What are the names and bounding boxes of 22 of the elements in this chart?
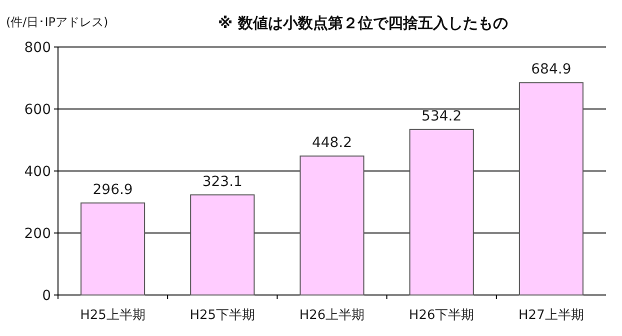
bar [190, 194, 255, 296]
y-tick-label: 800 [24, 40, 51, 56]
data-label: 534.2 [422, 108, 462, 124]
y-tick-label: 200 [24, 226, 51, 242]
y-tick-label: 400 [24, 164, 51, 180]
bar [518, 82, 584, 296]
data-label: 448.2 [312, 135, 352, 152]
bar [300, 156, 364, 296]
x-tick-label: H25上半期 [80, 308, 146, 323]
x-tick-label: H25下半期 [190, 308, 256, 323]
data-label: 684.9 [531, 62, 572, 78]
data-label: 296.9 [92, 182, 133, 198]
x-tick-label: H26上半期 [299, 308, 365, 323]
data-label: 323.1 [202, 174, 242, 190]
bar [80, 202, 146, 296]
x-tick-label: H26下半期 [408, 308, 474, 323]
bar [409, 128, 474, 296]
text: ※ 数値は小数点第２位で四捨五入したもの [218, 14, 508, 32]
y-tick-label: 600 [24, 102, 51, 118]
x-tick-label: H27上半期 [518, 308, 584, 323]
y-axis-title: (件/日･IPアドレス) [6, 15, 108, 29]
y-tick-label: 0 [42, 288, 51, 304]
